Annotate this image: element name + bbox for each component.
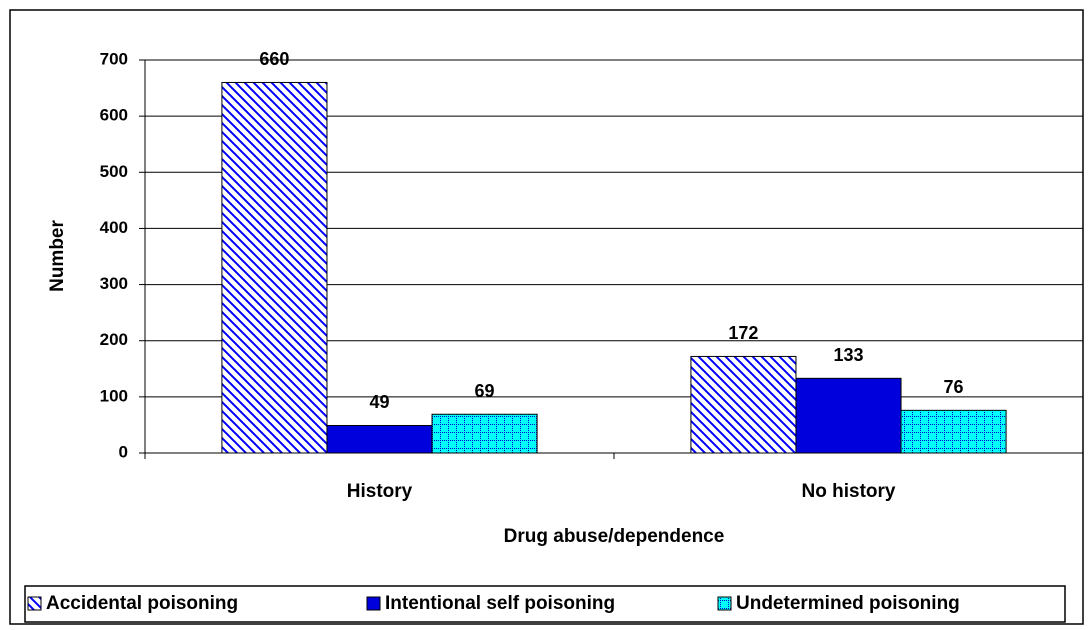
legend-swatch [366, 596, 381, 611]
y-tick-label: 500 [100, 162, 128, 181]
bar [690, 355, 797, 454]
bar [795, 377, 902, 454]
x-axis-label: Drug abuse/dependence [504, 526, 725, 547]
chart-border [9, 9, 1084, 625]
data-label: 76 [944, 377, 964, 397]
legend-swatch [717, 596, 732, 611]
y-tick-label: 300 [100, 274, 128, 293]
y-tick-label: 200 [100, 330, 128, 349]
x-tick-label: No history [802, 481, 896, 502]
y-tick-label: 700 [100, 49, 128, 68]
legend-label: Accidental poisoning [46, 593, 238, 614]
bar [431, 413, 538, 454]
bar [221, 81, 328, 454]
bar [900, 409, 1007, 454]
data-label: 49 [369, 392, 389, 412]
legend-swatch [27, 596, 42, 611]
y-axis-label: Number [47, 220, 68, 292]
data-label: 69 [475, 381, 495, 401]
legend-box [24, 585, 1066, 623]
data-label: 660 [259, 49, 289, 69]
legend-label: Intentional self poisoning [385, 593, 615, 614]
y-tick-label: 100 [100, 386, 128, 405]
data-label: 133 [833, 345, 863, 365]
x-tick-label: History [347, 481, 413, 502]
y-tick-label: 0 [119, 442, 128, 461]
data-label: 172 [728, 323, 758, 343]
y-tick-label: 400 [100, 218, 128, 237]
y-tick-label: 600 [100, 106, 128, 125]
bar [326, 424, 433, 454]
legend-label: Undetermined poisoning [736, 593, 960, 614]
